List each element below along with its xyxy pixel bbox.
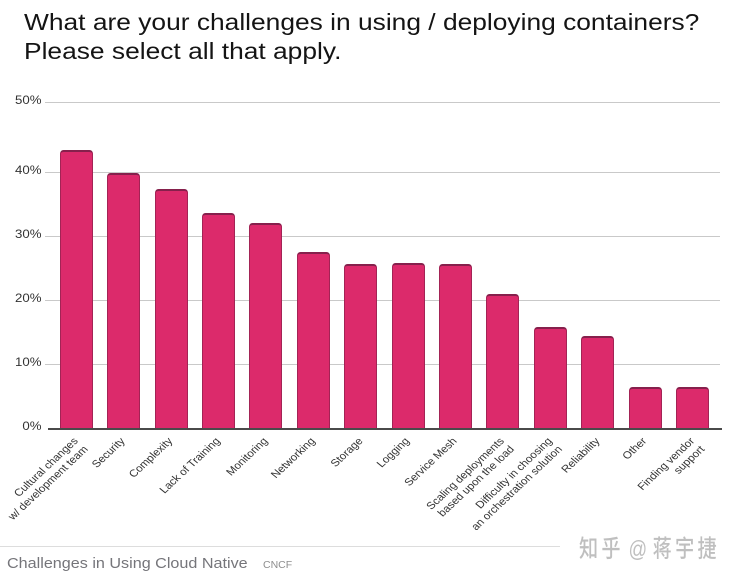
svg-text:@: @ [630,538,649,563]
svg-text:@: @ [629,537,648,562]
